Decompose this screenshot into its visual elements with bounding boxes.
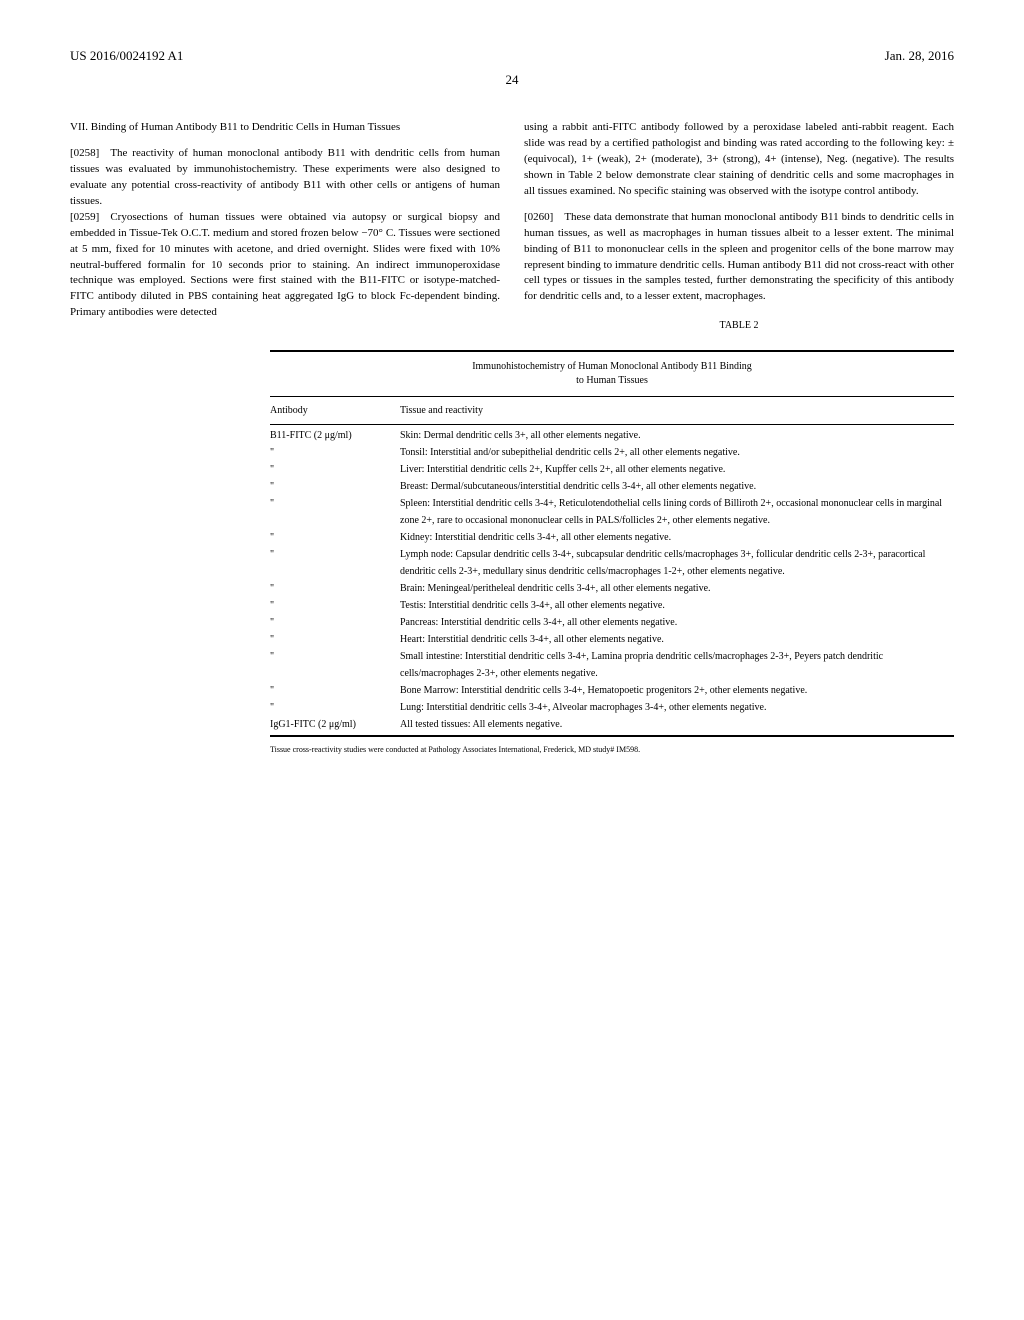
right-column: using a rabbit anti-FITC antibody follow… xyxy=(524,120,954,340)
table-footnote: Tissue cross-reactivity studies were con… xyxy=(270,745,954,755)
table-row: "Kidney: Interstitial dendritic cells 3-… xyxy=(270,529,954,546)
table-row: "Spleen: Interstitial dendritic cells 3-… xyxy=(270,495,954,529)
table-cell-antibody: " xyxy=(270,699,400,716)
table-cell-tissue: Pancreas: Interstitial dendritic cells 3… xyxy=(400,614,954,631)
table-cell-antibody: " xyxy=(270,461,400,478)
table-row: "Pancreas: Interstitial dendritic cells … xyxy=(270,614,954,631)
page-number: 24 xyxy=(70,72,954,88)
table-row: "Lung: Interstitial dendritic cells 3-4+… xyxy=(270,699,954,716)
patent-number: US 2016/0024192 A1 xyxy=(70,48,183,64)
table-cell-tissue: Bone Marrow: Interstitial dendritic cell… xyxy=(400,682,954,699)
table-cell-tissue: Kidney: Interstitial dendritic cells 3-4… xyxy=(400,529,954,546)
table-row: "Testis: Interstitial dendritic cells 3-… xyxy=(270,597,954,614)
table-row: "Small intestine: Interstitial dendritic… xyxy=(270,648,954,682)
table-cell-tissue: Brain: Meningeal/peritheleal dendritic c… xyxy=(400,580,954,597)
table-label: TABLE 2 xyxy=(524,319,954,334)
two-column-layout: VII. Binding of Human Antibody B11 to De… xyxy=(70,120,954,340)
table-row: "Tonsil: Interstitial and/or subepitheli… xyxy=(270,444,954,461)
table-cell-antibody: " xyxy=(270,529,400,546)
table-cell-antibody: " xyxy=(270,546,400,580)
table-cell-antibody: " xyxy=(270,631,400,648)
table-row: "Breast: Dermal/subcutaneous/interstitia… xyxy=(270,478,954,495)
table-cell-tissue: Small intestine: Interstitial dendritic … xyxy=(400,648,954,682)
table-row: "Bone Marrow: Interstitial dendritic cel… xyxy=(270,682,954,699)
table-rule xyxy=(270,396,954,397)
table-cell-tissue: Liver: Interstitial dendritic cells 2+, … xyxy=(400,461,954,478)
table-cell-antibody: " xyxy=(270,614,400,631)
table-cell-antibody: " xyxy=(270,648,400,682)
table-caption: Immunohistochemistry of Human Monoclonal… xyxy=(270,360,954,388)
header-date: Jan. 28, 2016 xyxy=(885,48,954,64)
table-row: "Liver: Interstitial dendritic cells 2+,… xyxy=(270,461,954,478)
table-cell-tissue: Skin: Dermal dendritic cells 3+, all oth… xyxy=(400,427,954,444)
table-cell-antibody: " xyxy=(270,682,400,699)
table-cell-antibody: " xyxy=(270,597,400,614)
paragraph-col2-top: using a rabbit anti-FITC antibody follow… xyxy=(524,120,954,200)
table-row: "Lymph node: Capsular dendritic cells 3-… xyxy=(270,546,954,580)
table-row: IgG1-FITC (2 μg/ml)All tested tissues: A… xyxy=(270,716,954,733)
table-cell-tissue: Lung: Interstitial dendritic cells 3-4+,… xyxy=(400,699,954,716)
table-cell-antibody: B11-FITC (2 μg/ml) xyxy=(270,427,400,444)
table-row: B11-FITC (2 μg/ml)Skin: Dermal dendritic… xyxy=(270,427,954,444)
table-cell-antibody: IgG1-FITC (2 μg/ml) xyxy=(270,716,400,733)
paragraph-0258: [0258] The reactivity of human monoclona… xyxy=(70,146,500,210)
table-header-antibody: Antibody xyxy=(270,405,400,416)
paragraph-0260: [0260] These data demonstrate that human… xyxy=(524,210,954,306)
table-cell-tissue: Lymph node: Capsular dendritic cells 3-4… xyxy=(400,546,954,580)
table-header-tissue: Tissue and reactivity xyxy=(400,405,954,416)
table-2: Immunohistochemistry of Human Monoclonal… xyxy=(270,350,954,755)
table-cell-antibody: " xyxy=(270,478,400,495)
table-row: "Brain: Meningeal/peritheleal dendritic … xyxy=(270,580,954,597)
table-cell-tissue: Heart: Interstitial dendritic cells 3-4+… xyxy=(400,631,954,648)
table-bottom-rule xyxy=(270,735,954,737)
table-cell-tissue: Testis: Interstitial dendritic cells 3-4… xyxy=(400,597,954,614)
table-cell-tissue: Tonsil: Interstitial and/or subepithelia… xyxy=(400,444,954,461)
table-rule xyxy=(270,424,954,425)
table-cell-tissue: Spleen: Interstitial dendritic cells 3-4… xyxy=(400,495,954,529)
table-body: B11-FITC (2 μg/ml)Skin: Dermal dendritic… xyxy=(270,427,954,733)
table-cell-antibody: " xyxy=(270,444,400,461)
table-row: "Heart: Interstitial dendritic cells 3-4… xyxy=(270,631,954,648)
table-top-rule xyxy=(270,350,954,352)
table-cell-antibody: " xyxy=(270,580,400,597)
section-title: VII. Binding of Human Antibody B11 to De… xyxy=(70,120,500,136)
left-column: VII. Binding of Human Antibody B11 to De… xyxy=(70,120,500,340)
table-cell-tissue: Breast: Dermal/subcutaneous/interstitial… xyxy=(400,478,954,495)
table-cell-tissue: All tested tissues: All elements negativ… xyxy=(400,716,954,733)
table-cell-antibody: " xyxy=(270,495,400,529)
table-header-row: Antibody Tissue and reactivity xyxy=(270,399,954,422)
page-header: US 2016/0024192 A1 Jan. 28, 2016 xyxy=(70,48,954,64)
paragraph-0259: [0259] Cryosections of human tissues wer… xyxy=(70,210,500,322)
